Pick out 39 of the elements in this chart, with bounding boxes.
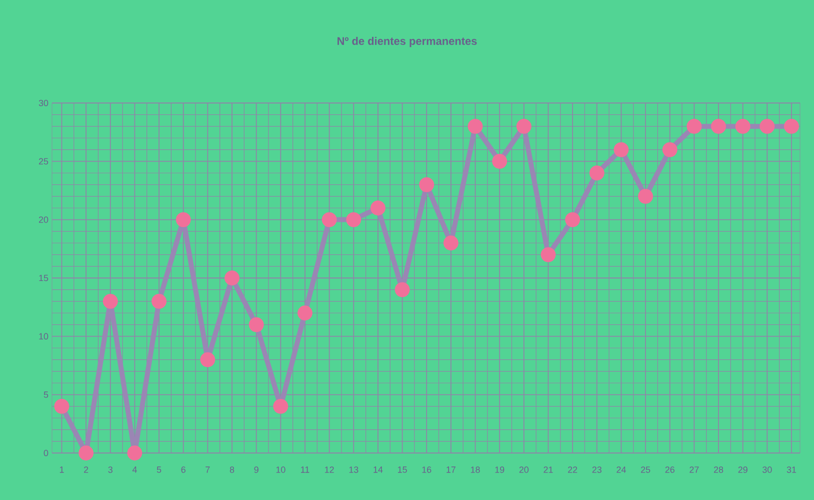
x-tick-label: 18 (470, 466, 480, 473)
chart-title: Nº de dientes permanentes (338, 36, 477, 48)
x-tick-label: 26 (665, 466, 674, 473)
x-tick-label: 24 (616, 466, 626, 473)
x-tick-label: 28 (714, 466, 724, 473)
x-tick-label: 21 (544, 466, 553, 473)
x-tick-label: 23 (592, 466, 602, 473)
x-tick-label: 8 (230, 466, 234, 473)
x-tick-label: 30 (762, 466, 772, 473)
x-tick-label: 9 (254, 466, 258, 473)
x-tick-label: 25 (641, 466, 650, 473)
x-tick-label: 31 (786, 466, 796, 473)
x-tick-label: 6 (181, 466, 186, 473)
x-tick-label: 14 (374, 466, 383, 473)
x-tick-label: 1 (60, 466, 64, 473)
x-tick-label: 2 (84, 466, 88, 473)
x-tick-label: 4 (132, 466, 137, 473)
x-tick-label: 27 (690, 466, 699, 473)
y-tick-label: 30 (38, 100, 48, 106)
x-tick-label: 5 (156, 466, 162, 473)
y-tick-label: 15 (39, 274, 48, 282)
y-tick-label: 10 (39, 333, 48, 340)
y-tick-label: 0 (44, 450, 48, 456)
x-tick-label: 22 (568, 466, 578, 473)
y-tick-label: 5 (44, 392, 48, 398)
y-tick-label: 25 (38, 158, 48, 165)
x-tick-label: 29 (738, 466, 748, 473)
x-tick-label: 16 (422, 466, 432, 473)
x-tick-label: 3 (108, 466, 112, 473)
x-tick-label: 7 (206, 466, 210, 473)
x-tick-label: 19 (495, 466, 504, 473)
x-tick-label: 11 (301, 466, 310, 473)
x-tick-label: 12 (325, 466, 334, 473)
x-tick-label: 10 (276, 466, 286, 473)
x-tick-label: 15 (398, 466, 407, 473)
x-tick-label: 17 (446, 466, 456, 473)
x-tick-label: 20 (519, 466, 529, 473)
x-tick-label: 13 (349, 466, 358, 473)
y-tick-label: 20 (38, 216, 48, 223)
